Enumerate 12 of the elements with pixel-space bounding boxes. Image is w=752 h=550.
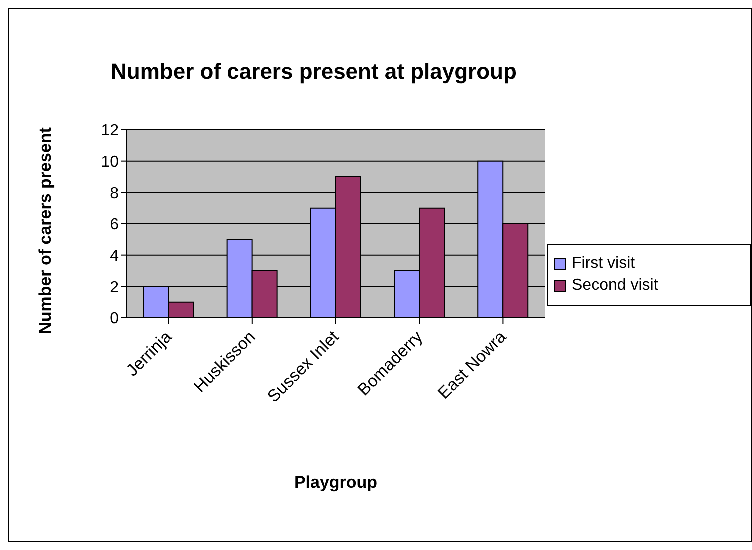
y-tick-label: 4 <box>110 248 120 266</box>
y-tick-label: 6 <box>110 216 120 234</box>
y-tick-label: 2 <box>110 279 120 296</box>
y-tick-label: 10 <box>101 154 120 172</box>
chart-title: Number of carers present at playgroup <box>110 59 518 85</box>
y-tick-label: 12 <box>101 122 120 140</box>
y-axis-title: Number of carers present <box>36 128 56 334</box>
y-tick-label: 0 <box>110 310 120 328</box>
y-tick-label: 8 <box>110 185 120 202</box>
legend-label: Second visit <box>572 277 658 295</box>
legend-label: First visit <box>572 255 636 273</box>
x-axis-title: Playgroup <box>294 473 378 492</box>
